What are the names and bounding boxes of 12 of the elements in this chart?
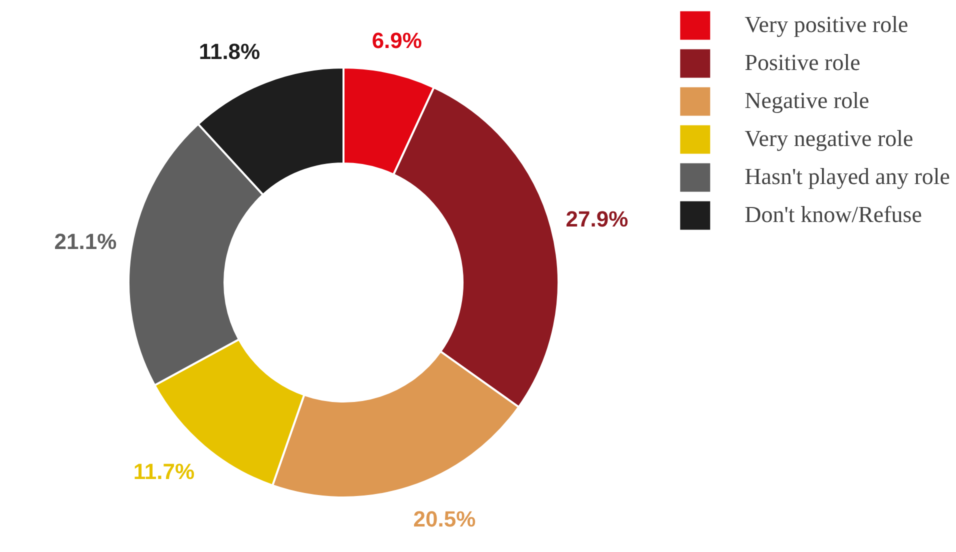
- data-label: 27.9%: [566, 206, 628, 232]
- legend-label: Negative role: [744, 88, 870, 114]
- legend-label: Very negative role: [744, 126, 914, 152]
- data-label: 6.9%: [372, 28, 422, 53]
- legend-label: Very positive role: [744, 12, 908, 38]
- legend-label: Don't know/Refuse: [744, 202, 922, 228]
- data-label: 20.5%: [413, 506, 476, 532]
- legend-label: Hasn't played any role: [744, 164, 950, 190]
- data-label: 11.7%: [133, 458, 195, 484]
- data-label: 11.8%: [198, 38, 260, 64]
- data-label: 21.1%: [54, 229, 117, 254]
- legend-label: Positive role: [744, 50, 860, 76]
